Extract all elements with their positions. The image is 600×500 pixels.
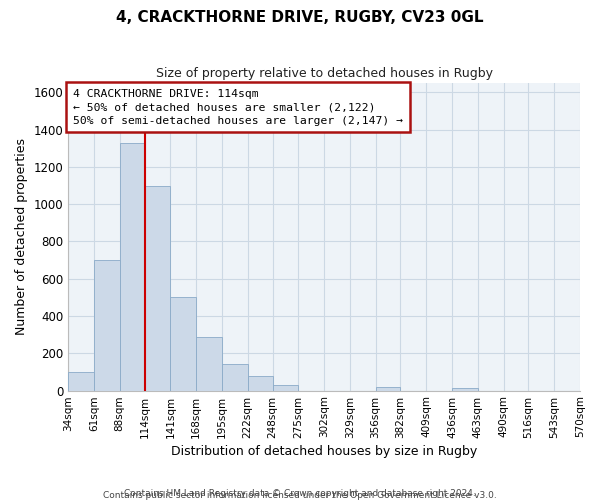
Text: 4, CRACKTHORNE DRIVE, RUGBY, CV23 0GL: 4, CRACKTHORNE DRIVE, RUGBY, CV23 0GL xyxy=(116,10,484,25)
Y-axis label: Number of detached properties: Number of detached properties xyxy=(15,138,28,336)
Title: Size of property relative to detached houses in Rugby: Size of property relative to detached ho… xyxy=(155,68,493,80)
Bar xyxy=(452,388,478,390)
Bar xyxy=(248,376,272,390)
Text: Contains public sector information licensed under the Open Government Licence v3: Contains public sector information licen… xyxy=(103,491,497,500)
Bar xyxy=(68,372,94,390)
Bar xyxy=(376,387,400,390)
Bar xyxy=(170,298,196,390)
Bar xyxy=(145,186,170,390)
Bar xyxy=(196,338,222,390)
Bar xyxy=(94,260,120,390)
Bar xyxy=(222,364,248,390)
Text: 4 CRACKTHORNE DRIVE: 114sqm
← 50% of detached houses are smaller (2,122)
50% of : 4 CRACKTHORNE DRIVE: 114sqm ← 50% of det… xyxy=(73,89,403,126)
Text: Contains HM Land Registry data © Crown copyright and database right 2024.: Contains HM Land Registry data © Crown c… xyxy=(124,488,476,498)
X-axis label: Distribution of detached houses by size in Rugby: Distribution of detached houses by size … xyxy=(171,444,477,458)
Bar xyxy=(272,385,298,390)
Bar xyxy=(120,142,145,390)
